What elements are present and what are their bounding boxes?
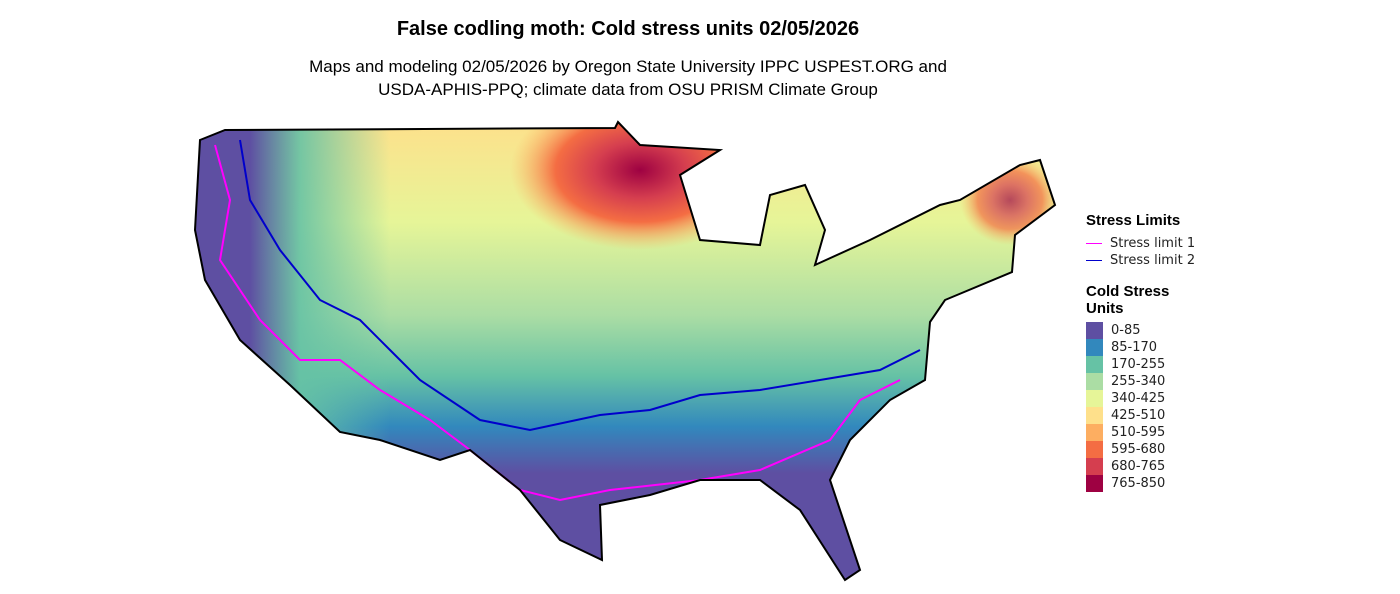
legend-swatch xyxy=(1086,356,1103,373)
legend-bin: 425-510 xyxy=(1086,407,1195,424)
legend-swatch xyxy=(1086,322,1103,339)
legend-bin: 595-680 xyxy=(1086,441,1195,458)
cold-stress-units-title: Cold Stress Units xyxy=(1086,283,1170,317)
legend-swatch xyxy=(1086,441,1103,458)
stress-limit-2-line xyxy=(239,139,921,432)
legend-swatch xyxy=(1086,424,1103,441)
legend-bin: 680-765 xyxy=(1086,458,1195,475)
legend-bin-label: 425-510 xyxy=(1111,408,1166,423)
map-subtitle: Maps and modeling 02/05/2026 by Oregon S… xyxy=(0,55,1256,101)
legend-bin-label: 340-425 xyxy=(1111,391,1166,406)
legend-stress-limit-2: Stress limit 2 xyxy=(1086,252,1195,269)
legend-bin: 765-850 xyxy=(1086,475,1195,492)
subtitle-line-2: USDA-APHIS-PPQ; climate data from OSU PR… xyxy=(378,80,878,99)
legend-bin-label: 85-170 xyxy=(1111,340,1158,355)
legend-bin-label: 510-595 xyxy=(1111,425,1166,440)
legend-swatch xyxy=(1086,373,1103,390)
subtitle-line-1: Maps and modeling 02/05/2026 by Oregon S… xyxy=(309,57,947,76)
map-title: False codling moth: Cold stress units 02… xyxy=(396,18,860,40)
legend-bin-label: 765-850 xyxy=(1111,476,1166,491)
legend-swatch xyxy=(1086,339,1103,356)
legend: Stress Limits Stress limit 1 Stress limi… xyxy=(1086,212,1195,492)
legend-bin-label: 595-680 xyxy=(1111,442,1166,457)
legend-bin: 170-255 xyxy=(1086,356,1195,373)
legend-swatch xyxy=(1086,458,1103,475)
us-map xyxy=(194,121,1056,581)
legend-bin: 85-170 xyxy=(1086,339,1195,356)
legend-swatch xyxy=(1086,407,1103,424)
legend-bin: 510-595 xyxy=(1086,424,1195,441)
legend-bin-label: 255-340 xyxy=(1111,374,1166,389)
legend-bins: 0-85 85-170 170-255 255-340 340-425 425-510 51… xyxy=(1086,322,1195,492)
legend-stress-limit-1: Stress limit 1 xyxy=(1086,235,1195,252)
legend-bin-label: 170-255 xyxy=(1111,357,1166,372)
legend-swatch xyxy=(1086,475,1103,492)
legend-bin-label: 680-765 xyxy=(1111,459,1166,474)
stress-limits-title: Stress Limits xyxy=(1086,212,1181,229)
legend-bin: 0-85 xyxy=(1086,322,1195,339)
legend-bin: 340-425 xyxy=(1086,390,1195,407)
legend-bin-label: 0-85 xyxy=(1111,323,1141,338)
legend-swatch xyxy=(1086,390,1103,407)
legend-bin: 255-340 xyxy=(1086,373,1195,390)
cold-stress-raster xyxy=(195,122,1055,580)
